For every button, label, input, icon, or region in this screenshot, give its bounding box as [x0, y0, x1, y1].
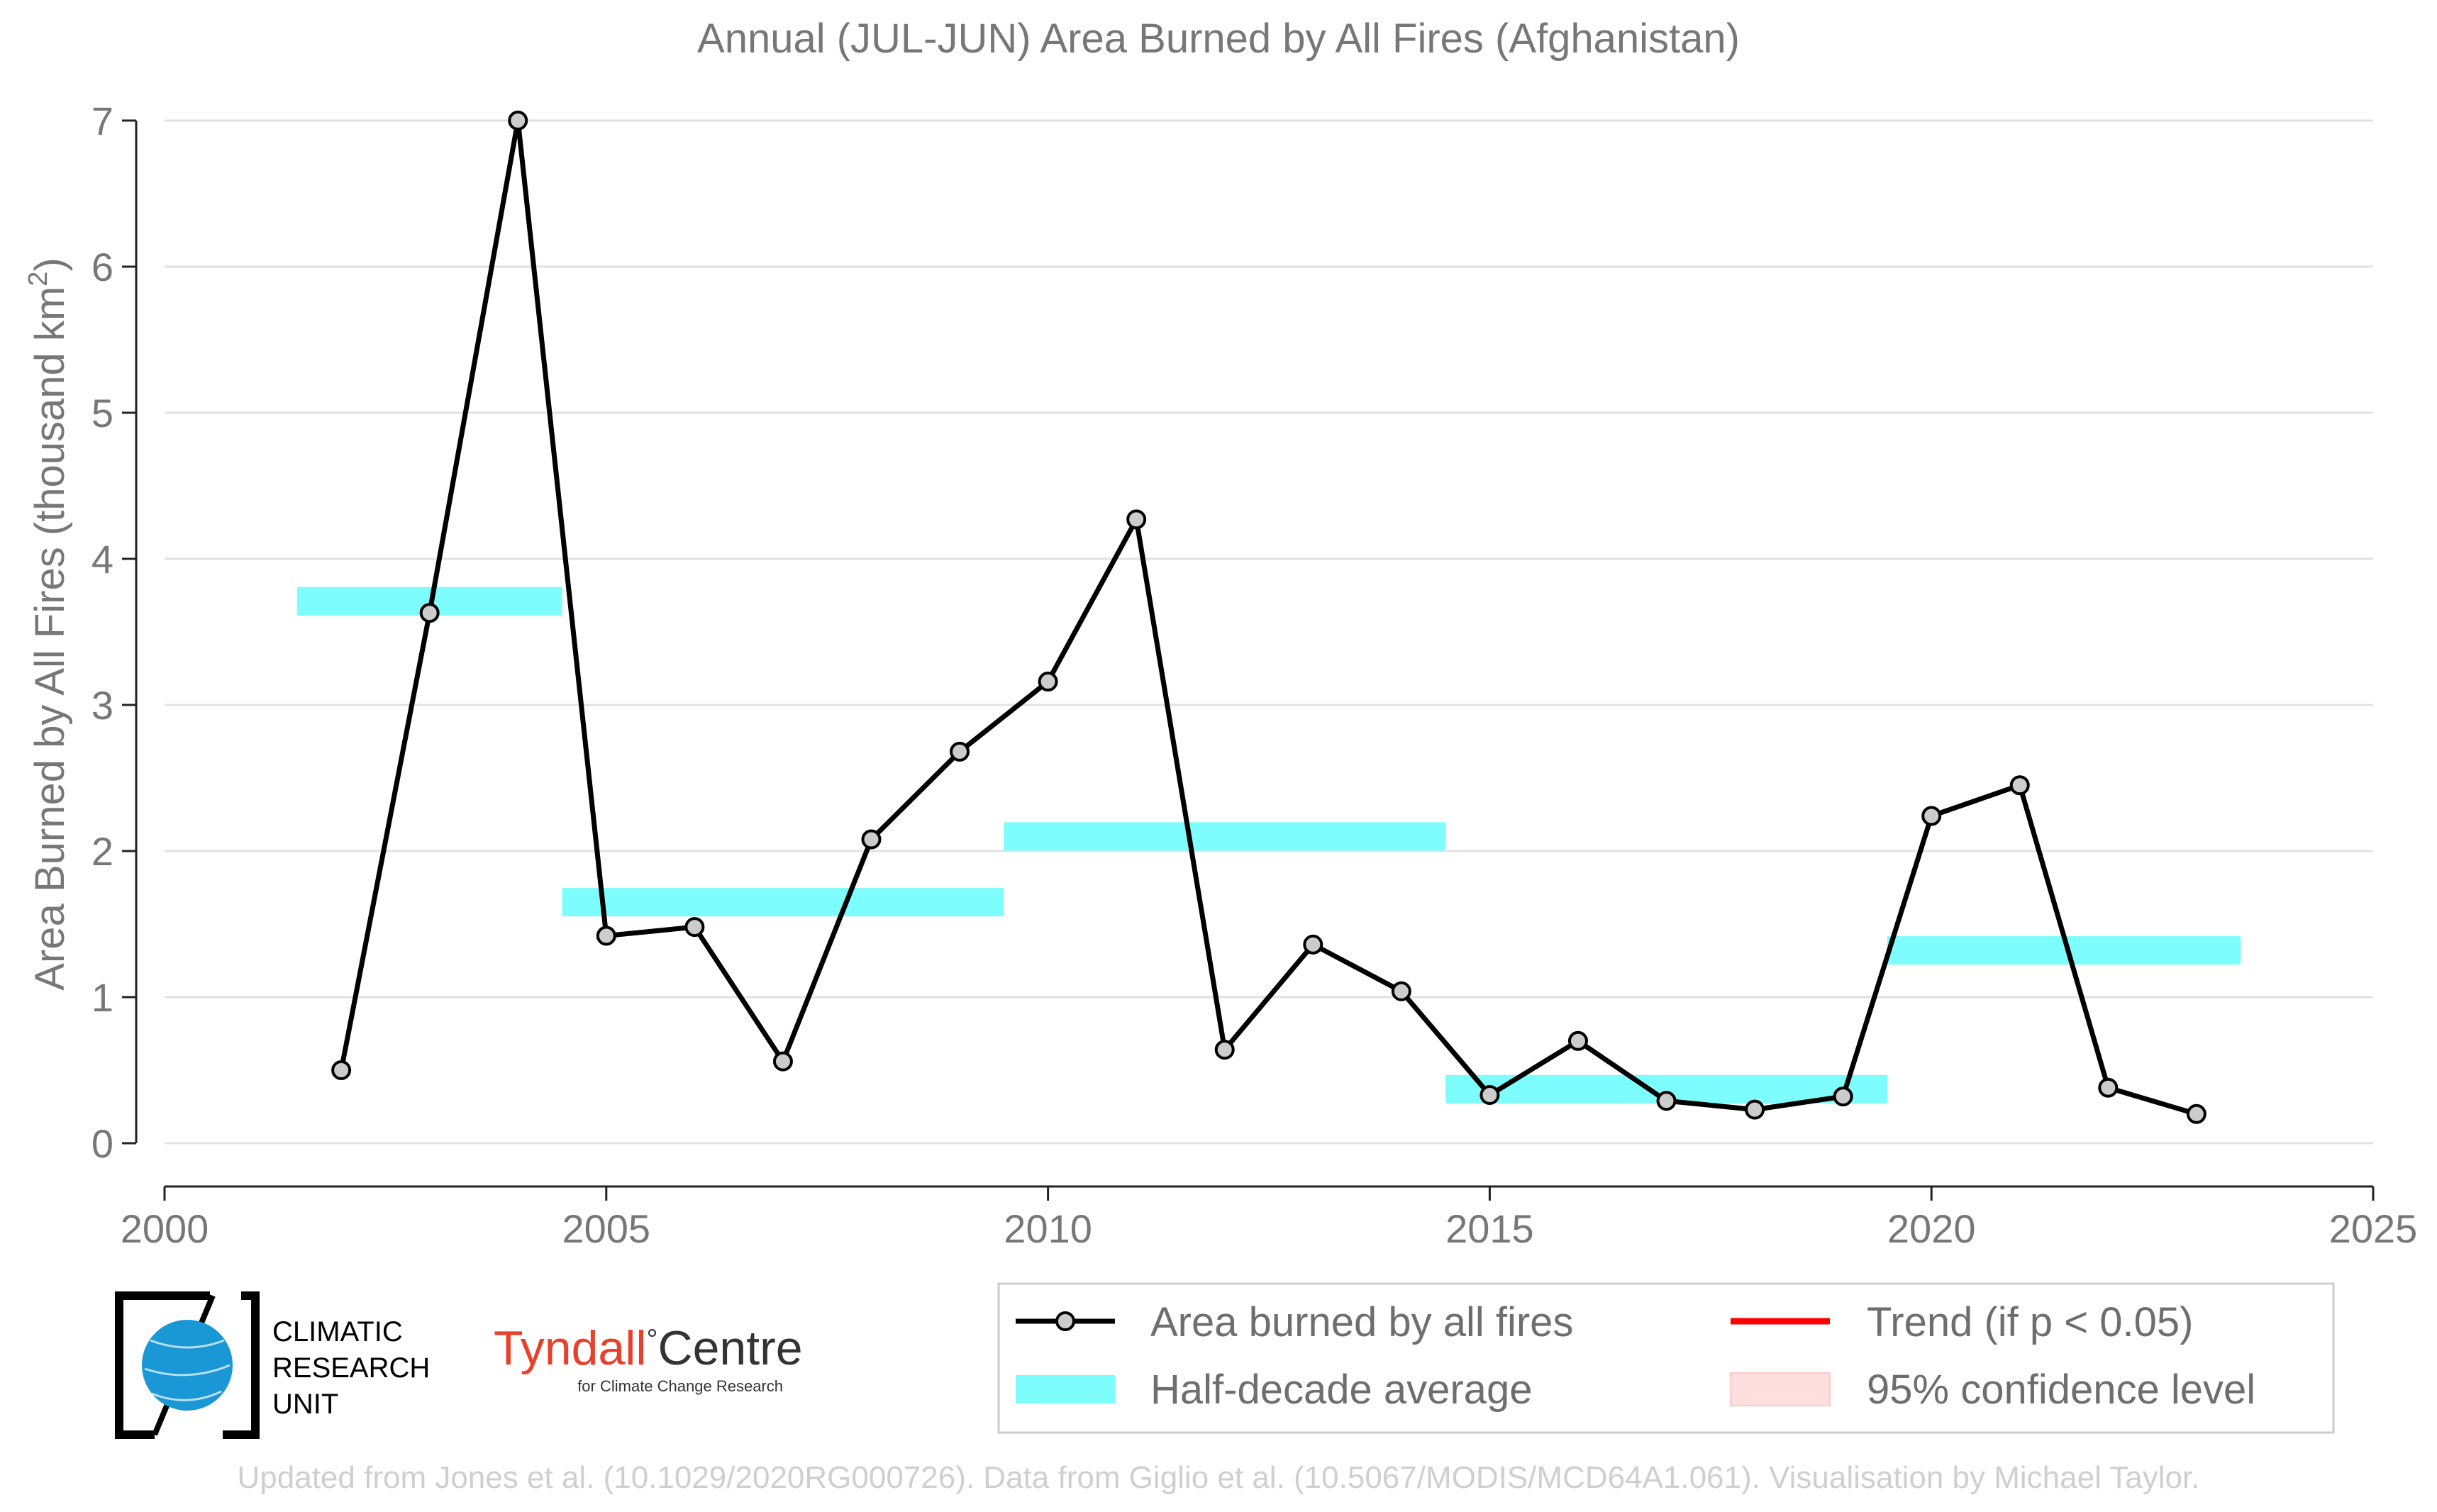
area-burned-series [331, 111, 2206, 1124]
area-burned-point [861, 829, 882, 850]
tyndall-logo-degree: ° [646, 1324, 657, 1355]
cru-logo-frame [115, 1291, 260, 1439]
area-burned-point [1656, 1091, 1677, 1111]
area-burned-point [2186, 1104, 2206, 1124]
legend-label-trend: Trend (if p < 0.05) [1867, 1299, 2193, 1345]
area-burned-point [1833, 1086, 1853, 1107]
area-burned-point [1038, 672, 1058, 692]
credit-line: Updated from Jones et al. (10.1029/2020R… [238, 1460, 2200, 1495]
x-tick-label: 2020 [1887, 1206, 1976, 1251]
x-tick-label: 2005 [562, 1206, 651, 1251]
area-burned-point [1303, 934, 1323, 955]
y-axis-title: Area Burned by All Fires (thousand km2) [23, 257, 73, 990]
y-tick-label: 7 [91, 99, 113, 143]
tyndall-logo-title: Tyndall°Centre [494, 1321, 803, 1375]
tyndall-logo-centre: Centre [657, 1321, 802, 1375]
y-tick-label: 6 [91, 245, 113, 289]
area-burned-point [684, 917, 705, 938]
y-tick-label: 4 [91, 537, 113, 582]
legend-label-area-burned: Area burned by all fires [1150, 1299, 1573, 1345]
y-tick-label: 2 [91, 829, 113, 874]
area-burned-point [1745, 1099, 1765, 1120]
y-tick-label: 5 [91, 391, 113, 435]
area-burned-point [950, 741, 970, 762]
x-tick-label: 2015 [1445, 1206, 1534, 1251]
legend-average-swatch [1016, 1375, 1115, 1403]
y-tick-label: 0 [91, 1121, 113, 1166]
cru-logo-line1: CLIMATIC [272, 1316, 403, 1347]
area-burned-point [331, 1060, 352, 1080]
area-burned-point [508, 111, 528, 130]
y-axis-title-superscript: 2 [23, 272, 53, 287]
area-burned-line [338, 118, 2197, 1117]
area-burned-point [772, 1051, 793, 1072]
axis-ticks: 0 1 2 3 4 5 6 7 2000 2005 2010 2015 2020 2025 [91, 99, 2417, 1251]
y-tick-label: 1 [91, 975, 113, 1020]
cru-logo-line2: RESEARCH [272, 1352, 430, 1384]
area-burned-point [1126, 509, 1147, 530]
tyndall-logo-name: Tyndall [494, 1321, 646, 1375]
cru-globe-pattern [144, 1339, 231, 1401]
tyndall-logo-subtitle: for Climate Change Research [577, 1377, 783, 1395]
y-tick-label: 3 [91, 683, 113, 728]
area-burned-point [1567, 1030, 1588, 1051]
cru-logo: CLIMATIC RESEARCH UNIT [115, 1291, 430, 1439]
area-burned-point [1480, 1085, 1500, 1106]
cru-logo-line3: UNIT [272, 1389, 338, 1420]
chart-title: Annual (JUL-JUN) Area Burned by All Fire… [697, 16, 1740, 62]
cru-globe-icon [142, 1320, 233, 1411]
area-burned-point [1214, 1040, 1235, 1060]
x-tick-label: 2025 [2329, 1206, 2418, 1251]
y-axis-title-main: Area Burned by All Fires (thousand km [27, 287, 73, 991]
y-axis-title-close: ) [27, 257, 73, 271]
legend-label-confidence: 95% confidence level [1867, 1367, 2255, 1413]
area-burned-point [2009, 775, 2030, 796]
legend-label-half-decade: Half-decade average [1150, 1367, 1532, 1413]
area-burned-point [1391, 981, 1411, 1001]
area-burned-point [2098, 1077, 2119, 1098]
area-burned-point [596, 925, 616, 946]
area-burned-point [1921, 806, 1942, 826]
legend-confidence-swatch [1730, 1372, 1831, 1406]
grid [165, 119, 2373, 1145]
tyndall-logo: Tyndall°Centre for Climate Change Resear… [494, 1321, 803, 1395]
x-tick-label: 2000 [121, 1206, 209, 1251]
legend-marker-swatch [1055, 1311, 1075, 1331]
half-decade-average-series [296, 587, 2241, 1104]
half-decade-average-bar [562, 888, 1004, 917]
x-tick-label: 2010 [1004, 1206, 1092, 1251]
legend: Area burned by all fires Trend (if p < 0… [997, 1282, 2335, 1434]
legend-frame [997, 1282, 2335, 1434]
area-burned-point [419, 603, 440, 623]
half-decade-average-bar [1004, 822, 1446, 851]
